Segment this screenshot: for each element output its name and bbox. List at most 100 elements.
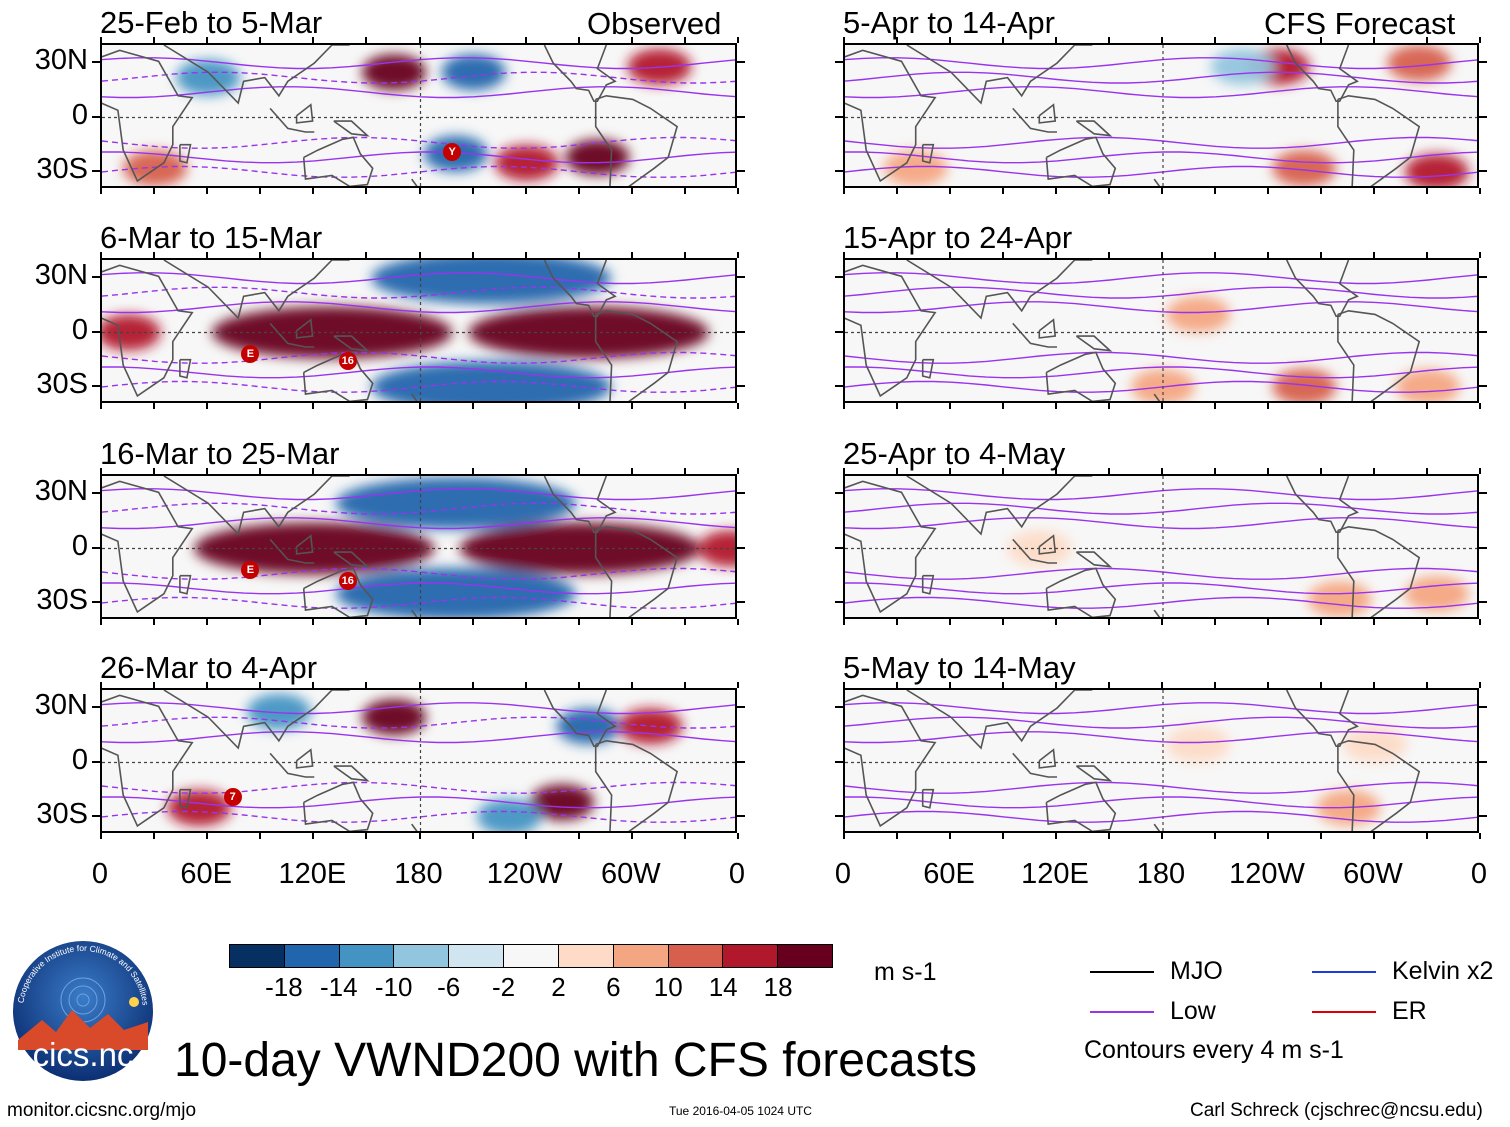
map-svg bbox=[845, 260, 1477, 401]
coastline bbox=[1045, 781, 1117, 831]
x-tick bbox=[259, 403, 262, 409]
x-tick bbox=[1267, 619, 1269, 625]
colorbar-label: -14 bbox=[320, 972, 358, 1002]
x-axis-label: 60E bbox=[180, 858, 232, 890]
colorbar-label: -18 bbox=[265, 972, 303, 1002]
x-tick bbox=[1373, 833, 1375, 839]
y-tick bbox=[835, 384, 843, 387]
x-axis-label: 120E bbox=[278, 858, 347, 890]
x-tick bbox=[206, 619, 209, 625]
y-tick bbox=[835, 115, 843, 118]
x-tick bbox=[1267, 37, 1269, 43]
x-tick bbox=[1214, 619, 1216, 625]
footer-url[interactable]: monitor.cicsnc.org/mjo bbox=[7, 1100, 197, 1121]
x-tick bbox=[1214, 682, 1216, 688]
x-tick bbox=[206, 833, 209, 839]
x-tick bbox=[843, 833, 845, 839]
x-tick bbox=[1373, 403, 1375, 409]
x-tick bbox=[949, 833, 951, 839]
contour-line bbox=[102, 301, 735, 314]
x-tick bbox=[259, 37, 262, 43]
x-tick bbox=[949, 188, 951, 194]
main-title: 10-day VWND200 with CFS forecasts bbox=[174, 1034, 977, 1087]
x-tick bbox=[259, 619, 262, 625]
legend-swatch bbox=[1312, 971, 1376, 973]
x-tick bbox=[1267, 252, 1269, 258]
x-tick bbox=[153, 682, 156, 688]
coastline bbox=[302, 567, 374, 617]
coastline bbox=[1045, 136, 1117, 186]
coastline bbox=[163, 260, 350, 320]
x-tick bbox=[1373, 37, 1375, 43]
x-tick bbox=[471, 403, 474, 409]
x-axis-label: 60W bbox=[601, 858, 661, 890]
coastline bbox=[543, 260, 617, 317]
x-tick bbox=[1055, 188, 1057, 194]
coastline bbox=[1337, 309, 1421, 401]
x-tick bbox=[1161, 619, 1163, 625]
coastline bbox=[845, 694, 937, 828]
x-tick bbox=[1002, 682, 1004, 688]
x-tick bbox=[1108, 37, 1110, 43]
y-tick bbox=[737, 61, 745, 64]
x-tick bbox=[843, 468, 845, 474]
anomaly-blob bbox=[176, 59, 241, 96]
coastline bbox=[845, 480, 937, 614]
coastline bbox=[906, 45, 1093, 105]
contour-line bbox=[845, 731, 1477, 744]
anomaly-blob bbox=[556, 708, 621, 745]
x-tick bbox=[630, 682, 633, 688]
map-panel bbox=[100, 258, 737, 403]
colorbar-swatch bbox=[284, 945, 340, 967]
y-tick bbox=[1479, 760, 1487, 763]
coastline bbox=[163, 690, 350, 750]
coastline bbox=[302, 136, 374, 186]
y-tick bbox=[835, 492, 843, 495]
x-tick bbox=[365, 833, 368, 839]
coastline bbox=[1285, 476, 1359, 533]
coastline bbox=[1045, 351, 1117, 401]
map-svg bbox=[845, 476, 1477, 617]
colorbar-swatch bbox=[230, 945, 285, 967]
x-tick bbox=[1002, 619, 1004, 625]
x-tick bbox=[896, 833, 898, 839]
y-tick bbox=[92, 706, 100, 709]
y-axis-label: 30N bbox=[34, 259, 88, 292]
x-tick bbox=[1479, 403, 1481, 409]
y-axis-label: 30N bbox=[34, 44, 88, 77]
x-tick bbox=[843, 682, 845, 688]
x-tick bbox=[737, 252, 739, 258]
x-tick bbox=[312, 188, 315, 194]
coastline bbox=[1038, 534, 1057, 555]
x-tick bbox=[1108, 188, 1110, 194]
x-tick bbox=[1320, 188, 1322, 194]
x-tick bbox=[683, 37, 686, 43]
x-tick bbox=[1161, 188, 1163, 194]
x-tick bbox=[1267, 403, 1269, 409]
x-tick bbox=[1161, 833, 1163, 839]
x-tick bbox=[1320, 252, 1322, 258]
x-tick bbox=[524, 682, 527, 688]
coastline bbox=[1038, 318, 1057, 339]
y-axis-label: 30S bbox=[36, 583, 88, 616]
coastline bbox=[921, 358, 935, 379]
x-tick bbox=[949, 37, 951, 43]
anomaly-blob bbox=[1166, 726, 1231, 763]
y-tick bbox=[1479, 169, 1487, 172]
x-tick bbox=[1373, 682, 1375, 688]
anomaly-blob bbox=[102, 314, 161, 351]
x-tick bbox=[1055, 682, 1057, 688]
x-axis-label: 120W bbox=[1229, 858, 1305, 890]
y-tick bbox=[1479, 600, 1487, 603]
colorbar-swatch bbox=[394, 945, 450, 967]
colorbar-label: 14 bbox=[708, 972, 738, 1002]
x-tick bbox=[471, 833, 474, 839]
y-tick bbox=[92, 760, 100, 763]
contour-line bbox=[102, 796, 735, 809]
x-tick bbox=[737, 468, 739, 474]
x-tick bbox=[365, 682, 368, 688]
x-tick bbox=[1161, 252, 1163, 258]
map-svg bbox=[102, 476, 735, 617]
x-tick bbox=[577, 682, 580, 688]
anomaly-blob bbox=[371, 260, 612, 305]
